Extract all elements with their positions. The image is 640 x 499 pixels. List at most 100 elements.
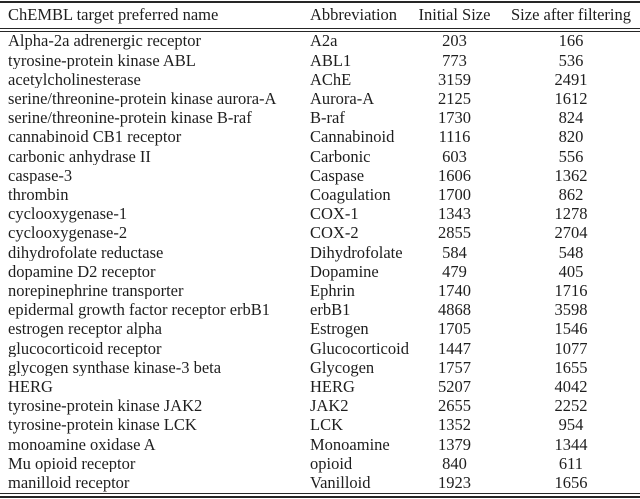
table-row: cyclooxygenase-2 COX-2 2855 2704 <box>0 224 640 243</box>
cell-abbreviation: Monoamine <box>310 434 390 454</box>
cell-abbreviation: Ephrin <box>310 280 355 300</box>
cell-target-name: monoamine oxidase A <box>8 436 156 454</box>
table-row: serine/threonine-protein kinase B-raf B-… <box>0 109 640 128</box>
cell-initial-size: 1700 <box>438 184 471 204</box>
cell-target-name: epidermal growth factor receptor erbB1 <box>8 302 271 319</box>
cell-size-after-filtering: 1612 <box>554 88 588 108</box>
table-row: estrogen receptor alpha Estrogen 1705 15… <box>0 320 640 339</box>
table-body: Alpha-2a adrenergic receptor A2a 203 166… <box>0 32 640 493</box>
table-row: thrombin Coagulation 1700 862 <box>0 186 640 205</box>
table-bottom-rule <box>0 493 640 498</box>
cell-target-name: serine/threonine-protein kinase B-raf <box>8 110 252 127</box>
cell-size-after-filtering: 405 <box>558 261 584 281</box>
table-row: Mu opioid receptor opioid 840 611 <box>0 454 640 473</box>
cell-target-name: tyrosine-protein kinase LCK <box>8 417 197 434</box>
cell-initial-size: 1740 <box>438 280 471 300</box>
cell-abbreviation: A2a <box>310 31 338 51</box>
table-row: manilloid receptor Vanilloid 1923 1656 <box>0 474 640 493</box>
cell-abbreviation: LCK <box>310 415 343 435</box>
cell-initial-size: 4868 <box>438 300 471 320</box>
table-row: tyrosine-protein kinase LCK LCK 1352 954 <box>0 416 640 435</box>
table-header-row: ChEMBL target preferred name Abbreviatio… <box>0 3 640 28</box>
column-header-initial-size: Initial Size <box>418 5 491 25</box>
cell-size-after-filtering: 1656 <box>554 473 588 493</box>
cell-abbreviation: Aurora-A <box>310 88 375 108</box>
cell-target-name: cyclooxygenase-2 <box>8 225 128 242</box>
table-row: tyrosine-protein kinase ABL ABL1 773 536 <box>0 51 640 70</box>
cell-target-name: cannabinoid CB1 receptor <box>8 129 182 146</box>
cell-initial-size: 584 <box>442 242 467 262</box>
cell-abbreviation: erbB1 <box>310 300 351 320</box>
cell-target-name: serine/threonine-protein kinase aurora-A <box>8 90 277 108</box>
cell-target-name: thrombin <box>8 186 69 204</box>
cell-size-after-filtering: 1077 <box>554 338 588 358</box>
cell-abbreviation: Glucocorticoid <box>310 338 409 358</box>
cell-abbreviation: Dihydrofolate <box>310 242 403 262</box>
cell-initial-size: 1379 <box>438 434 471 454</box>
cell-size-after-filtering: 820 <box>558 127 584 147</box>
cell-initial-size: 203 <box>442 31 467 51</box>
cell-abbreviation: B-raf <box>310 108 345 128</box>
table-row: epidermal growth factor receptor erbB1 e… <box>0 301 640 320</box>
cell-size-after-filtering: 2252 <box>554 396 588 416</box>
cell-initial-size: 1705 <box>438 319 471 339</box>
cell-target-name: norepinephrine transporter <box>8 282 184 300</box>
cell-initial-size: 1923 <box>438 473 471 493</box>
cell-initial-size: 2655 <box>438 396 471 416</box>
cell-target-name: acetylcholinesterase <box>8 71 141 89</box>
cell-size-after-filtering: 1344 <box>554 434 588 454</box>
cell-abbreviation: opioid <box>310 453 353 473</box>
cell-size-after-filtering: 954 <box>558 415 584 435</box>
cell-abbreviation: Vanilloid <box>310 473 371 493</box>
cell-target-name: tyrosine-protein kinase ABL <box>8 52 196 70</box>
table-row: caspase-3 Caspase 1606 1362 <box>0 166 640 185</box>
table-row: Alpha-2a adrenergic receptor A2a 203 166 <box>0 32 640 51</box>
cell-target-name: dopamine D2 receptor <box>8 263 156 281</box>
cell-size-after-filtering: 824 <box>558 108 584 128</box>
cell-initial-size: 479 <box>442 261 467 281</box>
table-row: carbonic anhydrase II Carbonic 603 556 <box>0 147 640 166</box>
cell-initial-size: 773 <box>442 50 467 70</box>
table-row: norepinephrine transporter Ephrin 1740 1… <box>0 282 640 301</box>
cell-size-after-filtering: 548 <box>558 242 584 262</box>
cell-size-after-filtering: 1546 <box>554 319 588 339</box>
cell-size-after-filtering: 2491 <box>554 69 588 89</box>
cell-initial-size: 1116 <box>438 127 471 147</box>
cell-size-after-filtering: 1716 <box>554 280 588 300</box>
cell-initial-size: 1447 <box>438 338 471 358</box>
cell-size-after-filtering: 3598 <box>554 300 588 320</box>
table-row: acetylcholinesterase AChE 3159 2491 <box>0 70 640 89</box>
cell-size-after-filtering: 2704 <box>554 223 588 243</box>
cell-size-after-filtering: 166 <box>558 31 584 51</box>
cell-target-name: manilloid receptor <box>8 475 130 492</box>
cell-abbreviation: Estrogen <box>310 319 369 339</box>
table-row: HERG HERG 5207 4042 <box>0 378 640 397</box>
cell-target-name: glycogen synthase kinase-3 beta <box>8 359 222 377</box>
table-row: cannabinoid CB1 receptor Cannabinoid 111… <box>0 128 640 147</box>
header-double-rule <box>0 28 640 32</box>
column-header-abbreviation: Abbreviation <box>310 5 398 25</box>
cell-initial-size: 1343 <box>438 204 471 224</box>
cell-abbreviation: HERG <box>310 377 355 396</box>
cell-size-after-filtering: 862 <box>558 184 584 204</box>
cell-initial-size: 1730 <box>438 108 471 128</box>
cell-target-name: HERG <box>8 379 53 396</box>
cell-size-after-filtering: 1278 <box>554 204 588 224</box>
column-header-target-name: ChEMBL target preferred name <box>8 7 219 24</box>
table-row: cyclooxygenase-1 COX-1 1343 1278 <box>0 205 640 224</box>
cell-abbreviation: Cannabinoid <box>310 127 395 147</box>
cell-abbreviation: Carbonic <box>310 146 371 166</box>
table-row: tyrosine-protein kinase JAK2 JAK2 2655 2… <box>0 397 640 416</box>
cell-target-name: cyclooxygenase-1 <box>8 206 128 223</box>
cell-size-after-filtering: 611 <box>558 453 584 473</box>
cell-size-after-filtering: 1655 <box>554 357 588 377</box>
cell-target-name: Mu opioid receptor <box>8 455 136 473</box>
cell-abbreviation: AChE <box>310 69 352 89</box>
column-header-size-after-filtering: Size after filtering <box>510 5 632 25</box>
cell-target-name: Alpha-2a adrenergic receptor <box>8 33 202 50</box>
cell-initial-size: 5207 <box>438 377 471 396</box>
cell-initial-size: 603 <box>442 146 467 166</box>
cell-abbreviation: Glycogen <box>310 357 375 377</box>
cell-abbreviation: Dopamine <box>310 261 379 281</box>
cell-abbreviation: COX-2 <box>310 223 359 243</box>
